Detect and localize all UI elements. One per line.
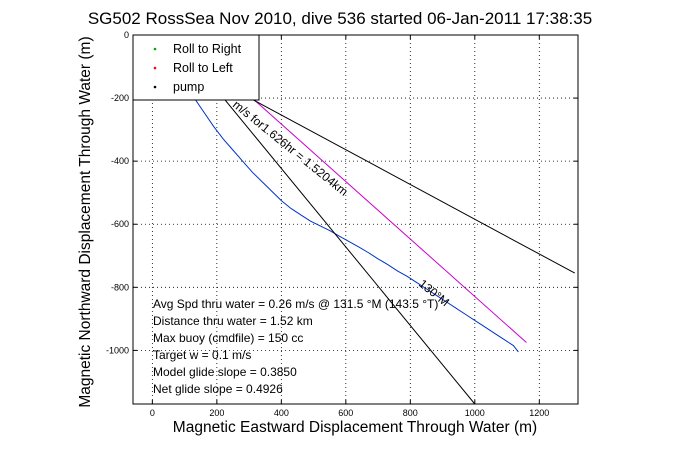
rotated-speed-label: m/s for1.626hr = 1.5204km — [230, 97, 351, 198]
legend-marker — [153, 85, 157, 89]
stat-line: Avg Spd thru water = 0.26 m/s @ 131.5 °M… — [153, 297, 438, 311]
y-tick-label: -200 — [111, 93, 129, 103]
chart-title: SG502 RossSea Nov 2010, dive 536 started… — [88, 9, 592, 28]
stats-block: Avg Spd thru water = 0.26 m/s @ 131.5 °M… — [153, 297, 438, 396]
y-tick-label: -400 — [111, 156, 129, 166]
legend-marker — [153, 66, 157, 70]
y-tick-label: -1000 — [106, 345, 129, 355]
stat-line: Distance thru water = 1.52 km — [153, 314, 313, 328]
ticks: 0 200 400 600 800 1000 1200 0 -200 -400 -600 -800 -1… — [106, 30, 578, 418]
legend: Roll to Right Roll to Left pump — [132, 34, 260, 101]
plot-frame — [132, 34, 579, 405]
stat-line: Model glide slope = 0.3850 — [153, 365, 297, 379]
x-tick-label: 800 — [403, 408, 418, 418]
x-tick-label: 400 — [274, 408, 289, 418]
stat-line: Net glide slope = 0.4926 — [153, 382, 283, 396]
x-axis-label: Magnetic Eastward Displacement Through W… — [173, 419, 537, 436]
series-line-0 — [155, 36, 519, 353]
x-tick-label: 600 — [338, 408, 353, 418]
x-tick-label: 1000 — [465, 408, 485, 418]
y-tick-label: -600 — [111, 219, 129, 229]
annotations: m/s for1.626hr = 1.5204km 130°M Avg Spd … — [153, 97, 452, 396]
x-tick-label: 1200 — [529, 408, 549, 418]
x-tick-label: 0 — [150, 408, 155, 418]
y-axis-label: Magnetic Northward Displacement Through … — [77, 36, 94, 407]
y-tick-label: 0 — [124, 30, 129, 40]
x-tick-label: 200 — [209, 408, 224, 418]
legend-label: Roll to Left — [173, 61, 233, 75]
legend-label: Roll to Right — [173, 42, 242, 56]
legend-marker — [153, 47, 157, 51]
series-line-2 — [226, 85, 576, 274]
stat-line: Max buoy (cmdfile) = 150 cc — [153, 331, 303, 345]
y-tick-label: -800 — [111, 282, 129, 292]
legend-box — [132, 34, 260, 101]
stat-line: Target w = 0.1 m/s — [153, 348, 251, 362]
legend-label: pump — [173, 80, 204, 94]
